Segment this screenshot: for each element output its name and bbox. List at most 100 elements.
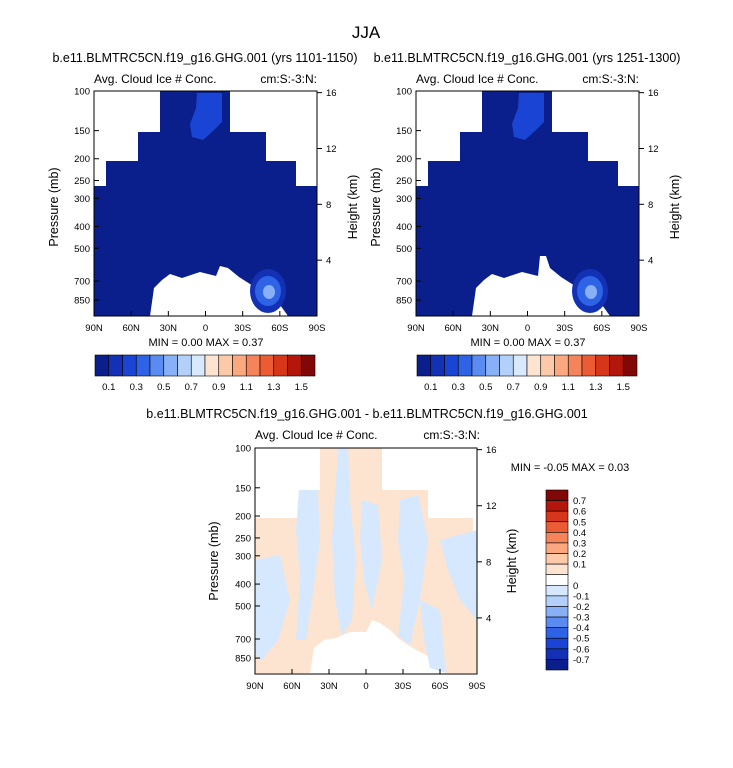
x-tick-label: 90S [309,323,326,334]
colorbar-label: 1.3 [589,382,602,393]
contour-lower-3 [585,285,597,299]
colorbar-label: 0.3 [130,382,143,393]
x-tick-label: 60N [122,323,140,334]
y-tick-label: 250 [396,176,412,187]
panel-3-subtitle-left: Avg. Cloud Ice # Conc. [255,428,378,442]
y2-tick-label: 4 [326,256,331,267]
contour-upper [190,93,222,140]
panel-2-subtitle-right: cm:S:-3:N: [582,72,639,86]
y2-tick-label: 4 [648,256,653,267]
colorbar-label: 0.1 [573,560,586,571]
colorbar-swatch [545,563,569,576]
y-tick-label: 500 [396,244,412,255]
y2-tick-label: 16 [486,445,497,456]
colorbar-swatch [545,616,569,628]
diff-negative-area [420,600,446,673]
colorbar-swatch [545,648,569,660]
colorbar-swatch [245,354,261,377]
panel-1-ylabel: Pressure (mb) [47,167,61,246]
colorbar-label: -0.5 [573,634,589,645]
colorbar-swatch [545,637,569,650]
colorbar-label: 0.9 [212,382,225,393]
y-tick-label: 100 [74,87,90,98]
colorbar-label: 0.5 [157,382,170,393]
y-tick-label: 850 [74,296,90,307]
x-tick-label: 30N [160,323,178,334]
x-tick-label: 90N [85,323,103,334]
y-tick-label: 300 [396,194,412,205]
colorbar-label: 0.5 [573,517,586,528]
colorbar-swatch [545,595,569,607]
colorbar-swatch [259,354,275,377]
colorbar-3: 0.70.60.50.40.30.20.10-0.1-0.2-0.3-0.4-0… [545,489,589,671]
x-tick-label: 90N [246,681,264,692]
y-tick-label: 100 [235,444,251,455]
diff-negative-area [440,530,477,620]
colorbar-swatch [545,574,569,586]
colorbar-label: -0.4 [573,623,589,634]
panel-1-axes: 90N 60N 30N 0 30S 60S 90S 100 150 200 250 300 400 500… [74,87,336,335]
colorbar-swatch [204,354,220,377]
colorbar-swatch [622,354,638,377]
y2-tick-label: 8 [486,557,491,568]
y2-tick-label: 8 [326,200,331,211]
y-tick-label: 850 [235,654,251,665]
colorbar-label: -0.1 [573,591,589,602]
panel-2-stats: MIN = 0.00 MAX = 0.37 [471,337,586,349]
colorbar-label: 1.1 [562,382,575,393]
colorbar-swatch [416,354,432,377]
colorbar-label: 0.4 [573,528,586,539]
y-tick-label: 250 [235,533,251,544]
diff-negative-area [398,495,428,645]
colorbar-label: 1.5 [295,382,308,393]
y-tick-label: 200 [235,512,251,523]
colorbar-swatch [135,354,151,377]
x-tick-label: 60S [432,681,449,692]
y-tick-label: 250 [74,176,90,187]
panel-1-title: b.e11.BLMTRC5CN.f19_g16.GHG.001 (yrs 110… [52,51,357,65]
y2-tick-label: 16 [648,88,659,99]
y-tick-label: 150 [235,483,251,494]
y-tick-label: 400 [74,222,90,233]
colorbar-swatch [545,584,569,597]
y-tick-label: 200 [396,154,412,165]
colorbar-label: 0.1 [102,382,115,393]
diff-negative-area [360,500,382,610]
colorbar-label: -0.3 [573,613,589,624]
colorbar-swatch [300,354,316,377]
x-tick-label: 60N [444,323,462,334]
colorbar-swatch [545,532,569,544]
y-tick-label: 150 [74,126,90,137]
diff-negative-area [332,448,356,636]
colorbar-swatch [545,510,569,523]
colorbar-swatch [609,354,624,377]
y-tick-label: 300 [74,194,90,205]
panel-3-subtitle-right: cm:S:-3:N: [423,428,480,442]
colorbar-swatch [149,354,165,377]
y-tick-label: 500 [235,601,251,612]
colorbar-swatch [554,354,569,377]
x-tick-label: 60S [593,323,610,334]
colorbar-label: 0.2 [573,549,586,560]
colorbar-label: 0.3 [452,382,465,393]
panel-1-y2label: Height (km) [346,175,360,240]
colorbar-label: 0.9 [534,382,547,393]
y-tick-label: 400 [235,580,251,591]
x-tick-label: 30S [234,323,251,334]
x-tick-label: 90N [407,323,425,334]
x-tick-label: 60S [271,323,288,334]
diff-negative-area [255,555,290,660]
diff-negative-area [296,490,320,640]
colorbar-1: 0.1 0.3 0.5 0.7 0.9 1.1 1.3 1.5 [94,354,316,393]
panel-1-stats: MIN = 0.00 MAX = 0.37 [149,337,264,349]
colorbar-swatch [287,354,302,377]
y-tick-label: 400 [396,222,412,233]
y2-tick-label: 12 [326,144,337,155]
x-tick-label: 0 [363,681,368,692]
colorbar-label: 1.3 [267,382,280,393]
colorbar-swatch [595,354,610,377]
colorbar-swatch [444,354,459,377]
colorbar-label: -0.7 [573,655,589,666]
panel-1-field [94,91,317,316]
colorbar-swatch [108,354,123,377]
